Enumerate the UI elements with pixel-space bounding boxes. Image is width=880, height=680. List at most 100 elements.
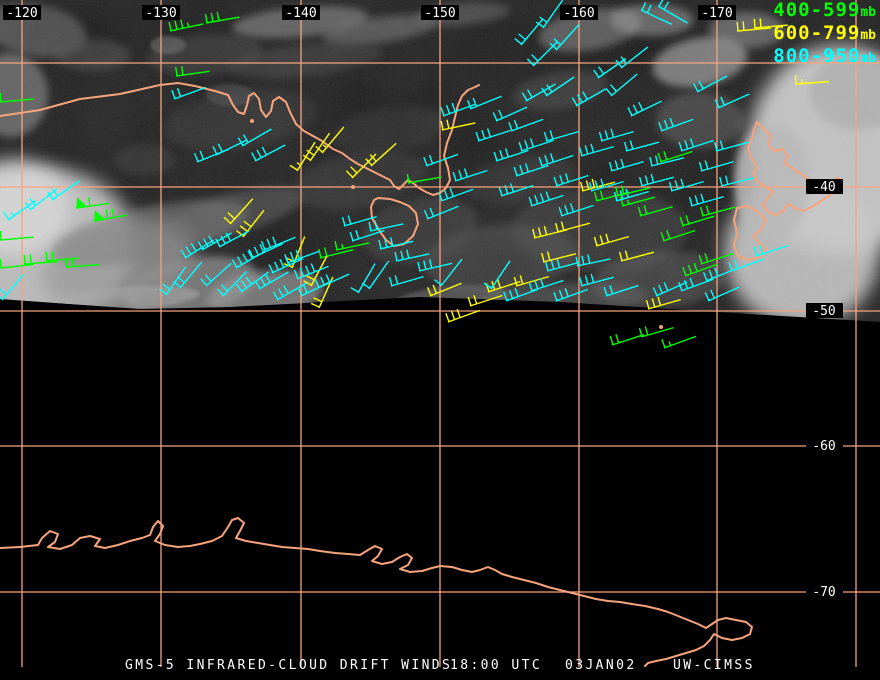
barb-staff [175,70,210,77]
barb-tick [428,259,433,269]
label-backdrop [806,584,843,599]
barb-staff [29,188,58,211]
barb-staff [343,215,377,227]
wind-barb [452,168,488,182]
barb-staff [696,75,728,93]
barb-tick [168,21,172,31]
barb-tick [700,193,705,203]
barb-staff [505,288,539,302]
wind-barb [593,233,629,247]
barb-tick [260,241,266,250]
barb-tick [197,241,204,250]
barb-tick [518,141,523,151]
barb-staff [620,251,655,262]
barb-tick [256,149,262,159]
barb-tick [524,163,530,173]
barb-tick [794,74,797,84]
wind-barb [678,277,714,292]
barb-tick [190,243,197,252]
barb-tick [175,66,178,76]
barb-tick [185,246,192,255]
wind-barb [549,24,580,51]
barb-tick [645,299,650,309]
barb-staff [254,144,286,162]
barb-tick [620,185,625,195]
barb-tick [657,296,662,306]
barb-tick [528,281,533,291]
wind-barb [423,205,459,220]
wind-barb [668,178,704,192]
wind-barb [553,173,589,187]
latitude-label: -70 [812,585,835,600]
wind-barb [314,273,350,289]
barb-tick [29,254,32,264]
wind-barb [736,21,771,32]
wind-barb [713,140,750,152]
barb-tick [458,170,463,180]
wind-barb [445,308,481,323]
barb-staff [351,153,377,179]
barb-tick [590,143,595,153]
barb-tick [423,210,429,219]
barb-staff [487,280,521,293]
wind-barb [753,18,788,29]
barb-tick [556,258,561,268]
barb-tick [242,134,249,143]
barb-tick [272,236,277,246]
barb-tick [293,270,299,279]
barb-tick [174,20,178,30]
wind-barb [350,263,376,294]
barb-tick [283,285,289,294]
wind-barb [538,153,574,167]
barb-tick [176,87,182,97]
barb-tick [45,251,48,261]
longitude-label: -150 [424,6,455,21]
barb-tick [680,178,685,188]
barb-tick [245,276,253,285]
barb-staff [655,281,688,297]
barb-staff [755,244,789,257]
wind-barb [237,128,272,147]
barb-tick [253,246,259,256]
barb-staff [379,240,414,250]
wind-barb [23,254,58,265]
barb-tick [475,131,480,141]
barb-staff [545,130,579,142]
barb-tick [345,170,354,178]
wind-barb [623,140,660,152]
barb-tick [609,335,614,345]
barb-tick [684,140,689,150]
barb-tick [759,18,762,28]
barb-tick [658,0,664,7]
barb-half-tick [186,22,190,28]
barb-staff [611,333,645,346]
barb-staff [477,129,511,142]
barb-staff [650,157,685,167]
label-backdrop [142,5,180,20]
barb-staff [640,9,673,26]
barb-tick [600,178,605,188]
barb-pennant [94,210,106,222]
barb-staff [700,160,734,172]
barb-tick [538,156,543,166]
wind-barb [318,247,354,259]
barb-staff [620,46,649,69]
wind-barb [3,199,37,221]
wind-barb [492,106,528,122]
barb-tick [698,161,703,171]
barb-tick [428,154,434,164]
barb-tick [466,100,472,109]
barb-tick [582,91,588,100]
wind-barb [493,148,529,162]
wind-barb [315,126,345,154]
barb-staff [680,139,714,152]
barb-tick [519,275,524,285]
barb-tick [180,19,184,29]
barb-tick [513,119,519,129]
wind-barb [688,193,724,207]
barb-tick [284,253,289,263]
barb-staff [440,188,474,202]
longitude-label: -160 [563,6,594,21]
barb-tick [180,249,187,258]
coastline-new-zealand-south [733,205,767,261]
